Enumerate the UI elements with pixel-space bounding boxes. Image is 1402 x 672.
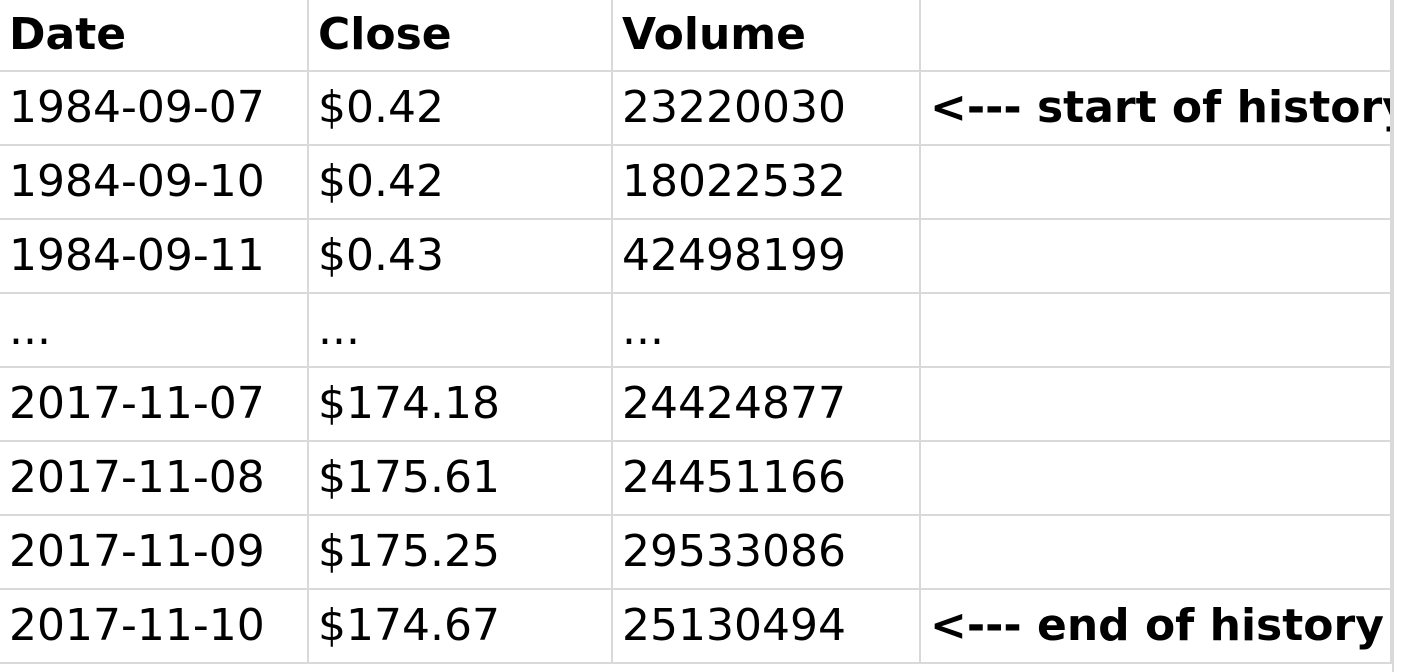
cell-note[interactable] [921,294,1392,368]
cell-date[interactable]: ... [0,294,309,368]
cell-note[interactable] [921,220,1392,294]
cell-volume[interactable]: 42498199 [613,220,921,294]
cell-volume[interactable]: 25130494 [613,590,921,664]
cell-volume[interactable]: ... [613,294,921,368]
cell-note[interactable] [921,368,1392,442]
cell-close[interactable]: $0.43 [309,220,613,294]
cell-date[interactable]: 1984-09-07 [0,72,309,146]
cell-volume[interactable]: 29533086 [613,516,921,590]
cell-note[interactable] [921,146,1392,220]
header-close[interactable]: Close [309,0,613,72]
cell-date[interactable]: 2017-11-10 [0,590,309,664]
header-volume[interactable]: Volume [613,0,921,72]
next-column-edge [1392,0,1402,672]
cell-close[interactable]: $174.67 [309,590,613,664]
cell-note[interactable]: <--- end of history [921,590,1392,664]
cell-note[interactable]: <--- start of history [921,72,1392,146]
cell-date[interactable]: 2017-11-08 [0,442,309,516]
cell-note[interactable] [921,442,1392,516]
header-empty[interactable] [921,0,1392,72]
cell-close[interactable]: $174.18 [309,368,613,442]
cell-date[interactable]: 2017-11-09 [0,516,309,590]
cell-close[interactable]: $0.42 [309,72,613,146]
cell-close[interactable]: $0.42 [309,146,613,220]
cell-close[interactable]: $175.25 [309,516,613,590]
header-date[interactable]: Date [0,0,309,72]
cell-date[interactable]: 2017-11-07 [0,368,309,442]
cell-volume[interactable]: 24451166 [613,442,921,516]
cell-note[interactable] [921,516,1392,590]
cell-volume[interactable]: 18022532 [613,146,921,220]
cell-close[interactable]: ... [309,294,613,368]
cell-volume[interactable]: 23220030 [613,72,921,146]
cell-date[interactable]: 1984-09-11 [0,220,309,294]
cell-date[interactable]: 1984-09-10 [0,146,309,220]
cell-volume[interactable]: 24424877 [613,368,921,442]
cell-close[interactable]: $175.61 [309,442,613,516]
